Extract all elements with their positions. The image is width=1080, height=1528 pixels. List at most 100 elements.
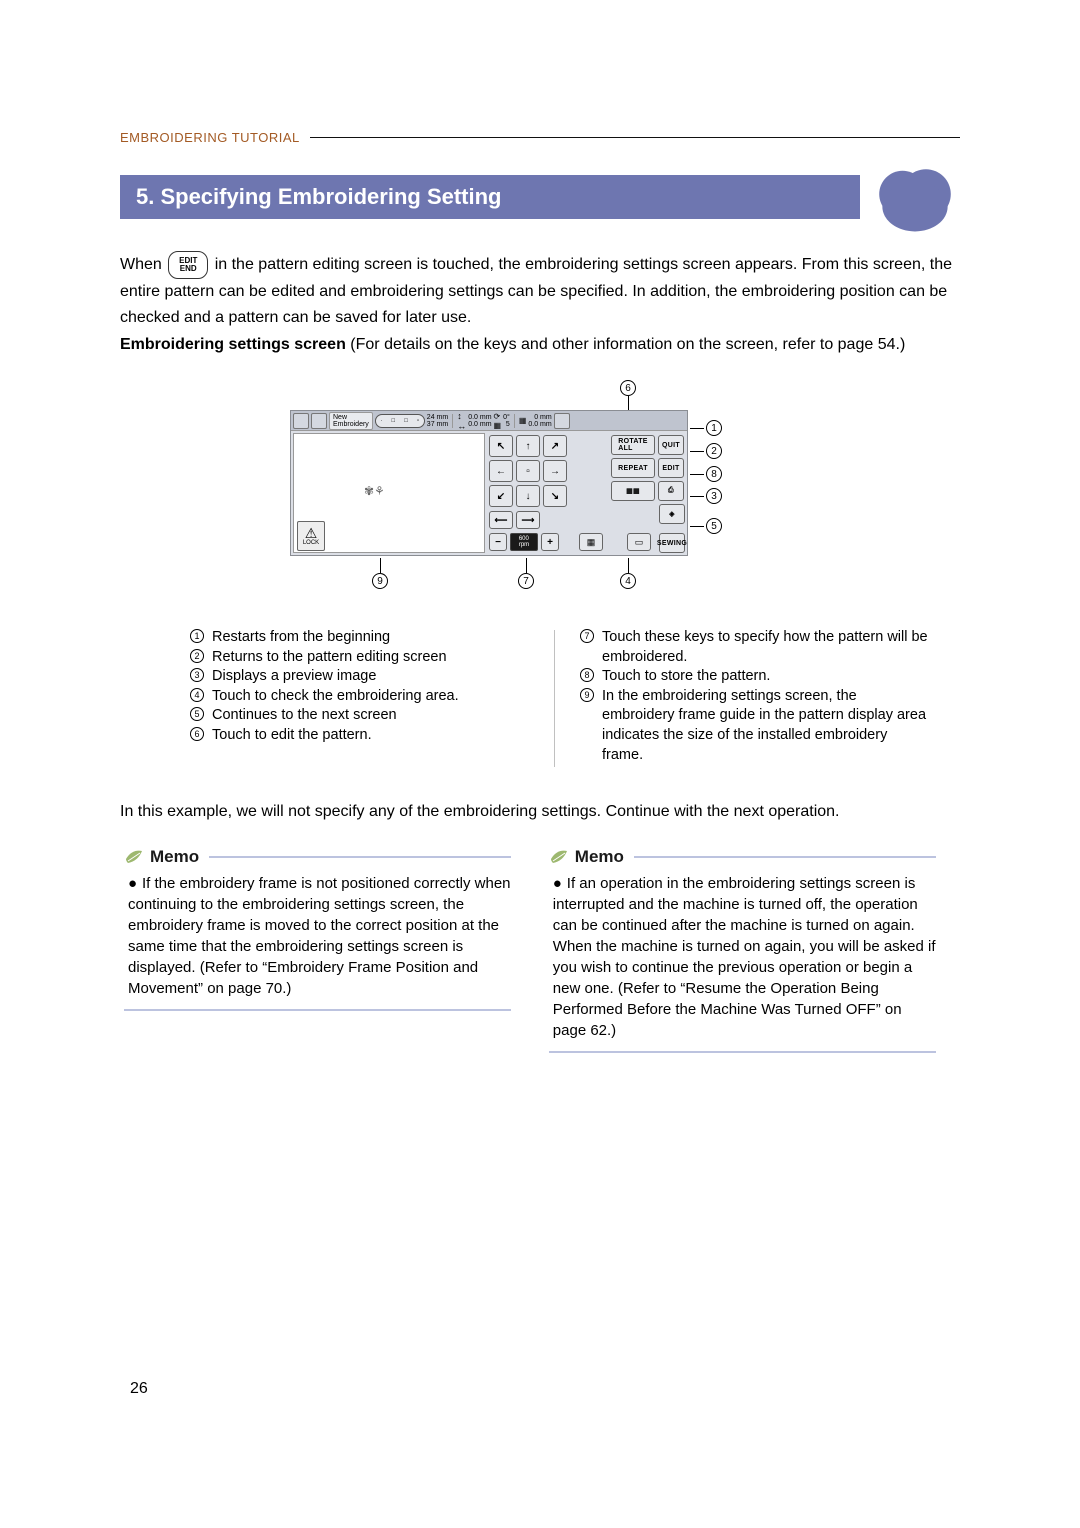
legnum-3: 3 bbox=[190, 668, 204, 682]
callout-5: 5 bbox=[690, 518, 722, 534]
memo-right-rule-bottom bbox=[549, 1051, 936, 1053]
intro-pre: When bbox=[120, 256, 166, 273]
continue-paragraph: In this example, we will not specify any… bbox=[120, 799, 960, 825]
preview-button[interactable]: ◈ bbox=[659, 504, 685, 524]
warning-icon: ⚠ bbox=[305, 526, 318, 540]
legend-row-3: 3Displays a preview image bbox=[190, 667, 540, 687]
legtext-2: Returns to the pattern editing screen bbox=[212, 648, 447, 668]
right-column: ROTATE ALL QUIT REPEAT EDIT ▦▦ ⎙ ◈ SEWIN… bbox=[611, 435, 685, 553]
dpad-s[interactable]: ↓ bbox=[516, 485, 540, 507]
step-back-button[interactable]: ⟵ bbox=[489, 511, 513, 529]
bullet-icon: ● bbox=[128, 873, 142, 894]
callout-num-7: 7 bbox=[518, 573, 534, 589]
legend-row-4: 4Touch to check the embroidering area. bbox=[190, 687, 540, 707]
memo-left-title: Memo bbox=[150, 847, 199, 867]
edit-button[interactable]: EDIT bbox=[658, 458, 684, 478]
rpm-display: 600 rpm bbox=[510, 533, 538, 551]
topbar-dim: 24 mm 37 mm bbox=[427, 414, 448, 428]
callout-num-8: 8 bbox=[706, 466, 722, 482]
legend-row-7: 7Touch these keys to specify how the pat… bbox=[580, 628, 930, 667]
memo-right: Memo ●If an operation in the embroiderin… bbox=[545, 847, 940, 1053]
legtext-4: Touch to check the embroidering area. bbox=[212, 687, 459, 707]
memo-right-rule-top bbox=[634, 856, 936, 858]
lock-button[interactable]: ⚠ LOCK bbox=[297, 521, 325, 551]
topbar-dim1: 24 mm bbox=[427, 414, 448, 421]
callout-num-1: 1 bbox=[706, 420, 722, 436]
topbar-dim2: 37 mm bbox=[427, 421, 448, 428]
dpad-nw[interactable]: ↖ bbox=[489, 435, 513, 457]
direction-pad[interactable]: ↖ ↑ ↗ ← ▫ → ↙ ↓ ↘ bbox=[489, 435, 567, 507]
legend-row-5: 5Continues to the next screen bbox=[190, 706, 540, 726]
legend-row-9: 9In the embroidering settings screen, th… bbox=[580, 687, 930, 765]
pattern-grid-button[interactable]: ▦▦ bbox=[611, 481, 655, 501]
dpad-e[interactable]: → bbox=[543, 460, 567, 482]
callout-num-2: 2 bbox=[706, 443, 722, 459]
callout-7: 7 bbox=[518, 573, 534, 589]
memo-right-title: Memo bbox=[575, 847, 624, 867]
store-button[interactable]: ⎙ bbox=[658, 481, 684, 501]
memo-row: Memo ●If the embroidery frame is not pos… bbox=[120, 847, 960, 1053]
topbar-sep-1 bbox=[452, 414, 453, 428]
rotate-all-button[interactable]: ROTATE ALL bbox=[611, 435, 655, 455]
intro-post1: in the pattern editing screen is touched… bbox=[120, 256, 952, 326]
speed-minus-button[interactable]: − bbox=[489, 533, 507, 551]
memo-leaf-icon bbox=[549, 847, 569, 867]
dpad-se[interactable]: ↘ bbox=[543, 485, 567, 507]
area-check-button[interactable]: ▦ bbox=[579, 533, 603, 551]
legnum-7: 7 bbox=[580, 629, 594, 643]
memo-left-rule-top bbox=[209, 856, 511, 858]
dpad-center[interactable]: ▫ bbox=[516, 460, 540, 482]
device-topbar: New Embroidery ·□□▫ 24 mm 37 mm ↕↔ 0.0 m… bbox=[291, 411, 687, 431]
section-title: 5. Specifying Embroidering Setting bbox=[120, 175, 860, 219]
page: EMBROIDERING TUTORIAL 5. Specifying Embr… bbox=[0, 0, 1080, 1528]
quit-button[interactable]: QUIT bbox=[658, 435, 684, 455]
legtext-8: Touch to store the pattern. bbox=[602, 667, 770, 687]
dpad-w[interactable]: ← bbox=[489, 460, 513, 482]
topbar-icon-end bbox=[554, 413, 570, 429]
memo-right-head: Memo bbox=[549, 847, 936, 867]
dpad-row3: − 600 rpm + bbox=[489, 533, 559, 551]
legend-col-right: 7Touch these keys to specify how the pat… bbox=[570, 628, 930, 765]
topbar-mid: 0.0 mm 0.0 mm bbox=[468, 414, 491, 428]
legnum-8: 8 bbox=[580, 668, 594, 682]
intro-bold: Embroidering settings screen bbox=[120, 336, 346, 353]
legend-col-left: 1Restarts from the beginning 2 Returns to… bbox=[180, 628, 540, 765]
memo-left-body: ●If the embroidery frame is not position… bbox=[124, 873, 511, 999]
callout-9: 9 bbox=[372, 573, 388, 589]
step-fwd-button[interactable]: ⟶ bbox=[516, 511, 540, 529]
legend-row-1: 1Restarts from the beginning bbox=[190, 628, 540, 648]
lock-label: LOCK bbox=[303, 540, 319, 546]
legnum-5: 5 bbox=[190, 707, 204, 721]
edit-end-button-icon: EDIT END bbox=[168, 251, 208, 279]
legtext-6: Touch to edit the pattern. bbox=[212, 726, 372, 746]
topbar-mid2: 0.0 mm bbox=[468, 421, 491, 428]
memo-leaf-icon bbox=[124, 847, 144, 867]
memo-left-rule-bottom bbox=[124, 1009, 511, 1011]
topbar-icon-1 bbox=[293, 413, 309, 429]
legend: 1Restarts from the beginning 2 Returns to… bbox=[180, 628, 930, 765]
intro-paragraph: When EDIT END in the pattern editing scr… bbox=[120, 251, 960, 358]
bullet-icon: ● bbox=[553, 873, 567, 894]
memo-left-head: Memo bbox=[124, 847, 511, 867]
speed-plus-button[interactable]: + bbox=[541, 533, 559, 551]
legend-row-8: 8 Touch to store the pattern. bbox=[580, 667, 930, 687]
legnum-9: 9 bbox=[580, 688, 594, 702]
topbar-new-label: New Embroidery bbox=[329, 412, 373, 430]
topbar-right: 0 mm 0.0 mm bbox=[528, 414, 551, 428]
dpad-n[interactable]: ↑ bbox=[516, 435, 540, 457]
legnum-6: 6 bbox=[190, 727, 204, 741]
callout-num-5: 5 bbox=[706, 518, 722, 534]
breadcrumb: EMBROIDERING TUTORIAL bbox=[120, 130, 300, 145]
callout-2: 2 bbox=[690, 443, 722, 459]
memo-left-text: If the embroidery frame is not positione… bbox=[128, 875, 511, 997]
legnum-2: 2 bbox=[190, 649, 204, 663]
callout-num-3: 3 bbox=[706, 488, 722, 504]
topbar-right2: 0.0 mm bbox=[528, 421, 551, 428]
dpad-ne[interactable]: ↗ bbox=[543, 435, 567, 457]
edit-end-line2: END bbox=[180, 265, 197, 273]
sewing-button[interactable]: SEWING bbox=[659, 533, 685, 553]
section-bubble-icon bbox=[875, 163, 955, 233]
section-bar: 5. Specifying Embroidering Setting bbox=[120, 175, 960, 223]
repeat-button[interactable]: REPEAT bbox=[611, 458, 655, 478]
dpad-sw[interactable]: ↙ bbox=[489, 485, 513, 507]
